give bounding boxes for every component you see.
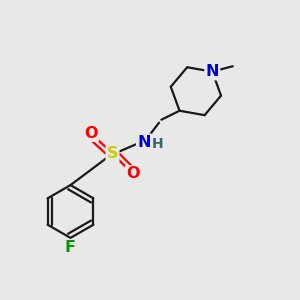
Text: F: F xyxy=(65,240,76,255)
Text: O: O xyxy=(84,126,98,141)
Text: H: H xyxy=(152,137,163,151)
Text: N: N xyxy=(137,135,151,150)
Text: N: N xyxy=(206,64,219,79)
Text: O: O xyxy=(126,167,140,182)
Text: S: S xyxy=(107,146,118,161)
